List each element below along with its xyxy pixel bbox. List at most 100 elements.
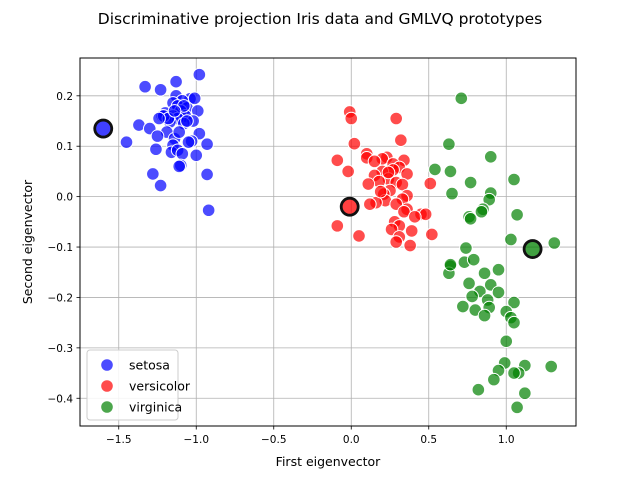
data-point-virginica	[518, 386, 532, 401]
data-point-setosa	[201, 203, 216, 218]
data-point-virginica	[510, 207, 524, 222]
data-point-versicolor	[394, 133, 408, 147]
data-point-versicolor	[408, 209, 422, 224]
data-point-virginica	[491, 262, 506, 277]
y-tick-label: −0.3	[48, 343, 74, 355]
data-point-virginica	[443, 257, 458, 272]
data-point-virginica	[544, 359, 559, 374]
data-point-versicolor	[389, 235, 404, 249]
data-point-setosa	[149, 142, 163, 157]
data-point-versicolor	[347, 136, 362, 151]
prototype-virginica	[522, 239, 543, 259]
legend-label-setosa: setosa	[129, 358, 170, 373]
legend-marker-virginica	[100, 400, 114, 414]
x-tick-label: 0.0	[343, 434, 360, 446]
x-tick-label: 0.5	[420, 434, 437, 446]
x-tick-label: 1.0	[498, 434, 515, 446]
data-point-virginica	[483, 150, 498, 164]
data-point-virginica	[463, 175, 478, 190]
data-point-versicolor	[344, 111, 359, 126]
data-point-virginica	[442, 137, 456, 152]
data-point-setosa	[167, 104, 182, 118]
data-point-versicolor	[425, 227, 439, 242]
plot-frame	[79, 57, 577, 427]
data-point-virginica	[477, 308, 492, 323]
prototype-versicolor	[339, 196, 360, 217]
data-point-virginica	[547, 236, 562, 250]
data-point-virginica	[507, 295, 521, 310]
data-point-virginica	[487, 372, 501, 387]
data-point-virginica	[443, 164, 458, 179]
data-point-virginica	[465, 289, 479, 304]
data-point-virginica	[474, 204, 489, 219]
data-point-setosa	[200, 167, 214, 182]
data-point-virginica	[507, 172, 521, 187]
data-point-setosa	[187, 91, 202, 106]
y-tick-label: 0.1	[56, 141, 73, 153]
data-point-virginica	[462, 276, 476, 291]
data-point-virginica	[482, 192, 497, 207]
data-point-setosa	[189, 148, 204, 163]
prototypes	[93, 118, 543, 259]
data-point-virginica	[477, 266, 492, 281]
data-point-virginica	[466, 252, 481, 267]
data-point-virginica	[471, 382, 486, 397]
legend-marker-setosa	[100, 358, 114, 372]
data-point-virginica	[507, 366, 521, 380]
prototype-setosa	[93, 118, 114, 139]
data-point-versicolor	[423, 176, 438, 191]
data-point-setosa	[169, 74, 183, 89]
legend-label-virginica: virginica	[129, 400, 182, 415]
legend-label-versicolor: versicolor	[129, 379, 191, 394]
data-point-setosa	[138, 79, 152, 94]
data-point-versicolor	[367, 154, 382, 169]
data-point-virginica	[507, 315, 521, 330]
data-point-virginica	[504, 232, 518, 247]
data-point-virginica	[463, 212, 478, 226]
y-tick-label: 0.2	[56, 91, 73, 103]
data-point-virginica	[459, 241, 473, 255]
data-point-versicolor	[352, 229, 366, 243]
data-point-versicolor	[389, 111, 404, 126]
data-point-setosa	[192, 67, 207, 82]
data-point-versicolor	[330, 219, 345, 233]
data-point-virginica	[428, 162, 442, 177]
x-axis-ticks: −1.5 −1.0 −0.5 0.0 0.5 1.0	[106, 426, 515, 446]
legend: setosa versicolor virginica	[86, 349, 191, 421]
data-point-versicolor	[363, 197, 377, 211]
data-point-setosa	[172, 159, 186, 174]
data-point-setosa	[180, 114, 194, 128]
chart-title: Discriminative projection Iris data and …	[98, 10, 542, 28]
data-point-setosa	[153, 178, 168, 193]
data-point-versicolor	[403, 238, 417, 253]
data-point-versicolor	[404, 224, 419, 238]
data-point-virginica	[445, 186, 459, 201]
x-tick-label: −1.5	[106, 434, 132, 446]
data-point-setosa	[172, 125, 186, 139]
data-point-setosa	[153, 82, 168, 97]
y-axis-ticks: −0.4 −0.3 −0.2 −0.1 0.0 0.1 0.2	[48, 91, 80, 405]
y-tick-label: −0.4	[48, 393, 74, 405]
data-point-setosa	[150, 129, 165, 143]
y-axis-label: Second eigenvector	[20, 179, 35, 304]
x-tick-label: −0.5	[261, 434, 287, 446]
data-point-setosa	[152, 111, 166, 126]
data-point-virginica	[454, 91, 469, 106]
data-point-virginica	[499, 334, 514, 349]
x-tick-label: −1.0	[184, 434, 210, 446]
data-point-virginica	[456, 299, 470, 314]
data-point-setosa	[175, 146, 190, 161]
data-point-versicolor	[381, 165, 396, 180]
legend-marker-versicolor	[100, 379, 114, 393]
data-points	[119, 67, 562, 415]
data-point-setosa	[146, 167, 160, 181]
data-point-virginica	[510, 400, 524, 415]
data-point-versicolor	[330, 153, 345, 168]
data-point-versicolor	[361, 177, 376, 191]
y-tick-label: −0.1	[48, 242, 74, 254]
data-point-versicolor	[373, 184, 388, 199]
data-point-setosa	[200, 137, 214, 152]
data-point-setosa	[181, 135, 196, 149]
data-point-virginica	[491, 285, 506, 300]
